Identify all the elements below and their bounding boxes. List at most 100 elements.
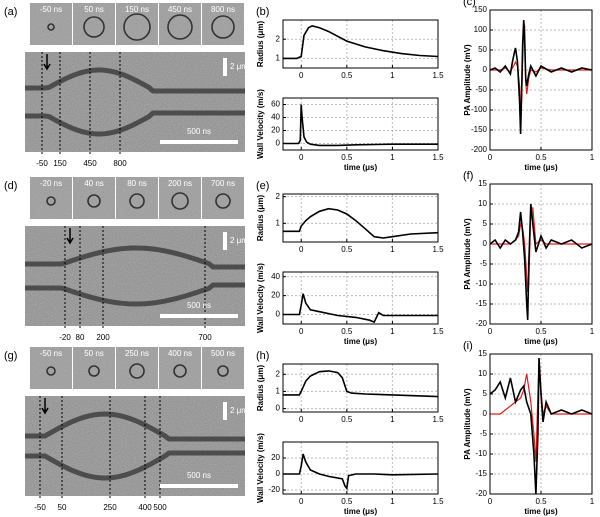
arrow: [43, 54, 51, 71]
wall-upper: [25, 67, 245, 94]
arrow: [41, 398, 49, 415]
x-tick-label: 0: [488, 153, 493, 162]
x-tick-label: 0.5: [341, 245, 353, 254]
y-tick-label: -100: [471, 105, 488, 114]
plot-frame: [282, 193, 439, 243]
bubble: [167, 14, 193, 40]
marker-label: 700: [198, 333, 212, 342]
frame-noise: [30, 347, 72, 389]
x-tick-label: 0: [299, 245, 304, 254]
bubble: [211, 15, 235, 39]
x-tick-label: 0: [488, 497, 493, 506]
x-tick-label: 1.5: [432, 415, 444, 424]
bubble: [217, 365, 229, 377]
series-line: [489, 203, 593, 321]
frame-label: 200 ns: [168, 179, 192, 188]
x-axis-label: time (μs): [344, 507, 378, 516]
y-tick-label: 50: [478, 45, 487, 54]
y-tick-label: -20: [475, 489, 487, 498]
scale-bar-h: [160, 140, 238, 144]
x-tick-label: 0.5: [341, 415, 353, 424]
frame-label: 700 ns: [211, 179, 235, 188]
y-axis-label: PA Amplitude (mV): [463, 218, 472, 290]
x-tick-label: 0: [299, 327, 304, 336]
frame-noise: [159, 3, 201, 45]
y-tick-label: 15: [478, 179, 487, 188]
frame-noise: [73, 177, 115, 219]
frame-label: 450 ns: [168, 5, 192, 14]
frame-label: 50 ns: [84, 5, 104, 14]
y-tick-label: 2: [276, 192, 281, 201]
scale-v-label: 2 μm: [230, 406, 248, 415]
bubble: [173, 364, 187, 378]
panel-label: (b): [256, 6, 269, 18]
y-axis-label: Wall Velocity (m/s): [256, 89, 265, 159]
x-axis-label: time (μs): [344, 163, 378, 172]
panel-label: (g): [4, 350, 17, 362]
marker-label: 500: [153, 503, 167, 512]
plot-frame: [489, 9, 593, 151]
marker-label: 80: [76, 333, 85, 342]
x-axis-label: time (μs): [524, 163, 558, 172]
frame-noise: [159, 347, 201, 389]
frame-label: 250 ns: [125, 349, 149, 358]
x-axis-label: time (μs): [524, 507, 558, 516]
x-tick-label: 0: [299, 153, 304, 162]
y-tick-label: 0: [483, 65, 488, 74]
y-tick-label: 20: [271, 453, 280, 462]
bubble: [87, 194, 101, 208]
y-tick-label: -15: [475, 469, 487, 478]
bubble: [129, 363, 145, 379]
arrow: [66, 228, 74, 245]
y-tick-label: 5: [483, 219, 488, 228]
frame-noise: [202, 177, 244, 219]
frame-noise: [116, 3, 158, 45]
frame-label: -20 ns: [40, 179, 62, 188]
y-tick-label: 10: [478, 369, 487, 378]
y-tick-label: 0: [276, 139, 281, 148]
y-tick-label: 0: [276, 469, 281, 478]
scale-v-label: 2 μm: [230, 236, 248, 245]
bubble: [171, 192, 189, 210]
x-tick-label: 0: [488, 327, 493, 336]
y-tick-label: 1: [276, 387, 281, 396]
scale-h-label: 500 ns: [187, 301, 211, 310]
plot-frame: [282, 363, 439, 413]
frame-noise: [73, 3, 115, 45]
frame-label: 800 ns: [211, 5, 235, 14]
marker-label: -50: [36, 159, 48, 168]
y-tick-label: -50: [475, 85, 487, 94]
marker-label: -20: [59, 333, 71, 342]
marker-label: -50: [34, 503, 46, 512]
panel-label: (f): [463, 170, 473, 182]
y-tick-label: 5: [483, 389, 488, 398]
y-tick-label: -5: [480, 429, 488, 438]
y-tick-label: 1: [276, 218, 281, 227]
y-tick-label: 1: [276, 54, 281, 63]
panel-label: (d): [4, 180, 17, 192]
x-tick-label: 0.5: [535, 327, 547, 336]
marker-label: 200: [96, 333, 110, 342]
x-tick-label: 0.5: [535, 153, 547, 162]
bubble: [46, 366, 56, 376]
x-tick-label: 1.5: [432, 153, 444, 162]
frame-label: -50 ns: [40, 5, 62, 14]
y-axis-label: PA Amplitude (mV): [463, 44, 472, 116]
y-tick-label: -10: [475, 279, 487, 288]
series-line: [283, 104, 438, 147]
y-axis-label: Wall Velocity (m/s): [256, 263, 265, 333]
y-tick-label: 150: [474, 5, 488, 14]
y-tick-label: -200: [471, 145, 488, 154]
series-line: [283, 453, 439, 491]
x-tick-label: 1: [390, 415, 395, 424]
frame-label: 80 ns: [127, 179, 147, 188]
frame-noise: [116, 177, 158, 219]
x-tick-label: 1: [390, 497, 395, 506]
frame-label: 150 ns: [125, 5, 149, 14]
marker-label: 50: [58, 503, 67, 512]
plot-frame: [489, 353, 593, 495]
y-tick-label: 10: [478, 199, 487, 208]
x-tick-label: 0.5: [341, 497, 353, 506]
wall-lower: [25, 110, 245, 137]
frame-label: -50 ns: [40, 349, 62, 358]
